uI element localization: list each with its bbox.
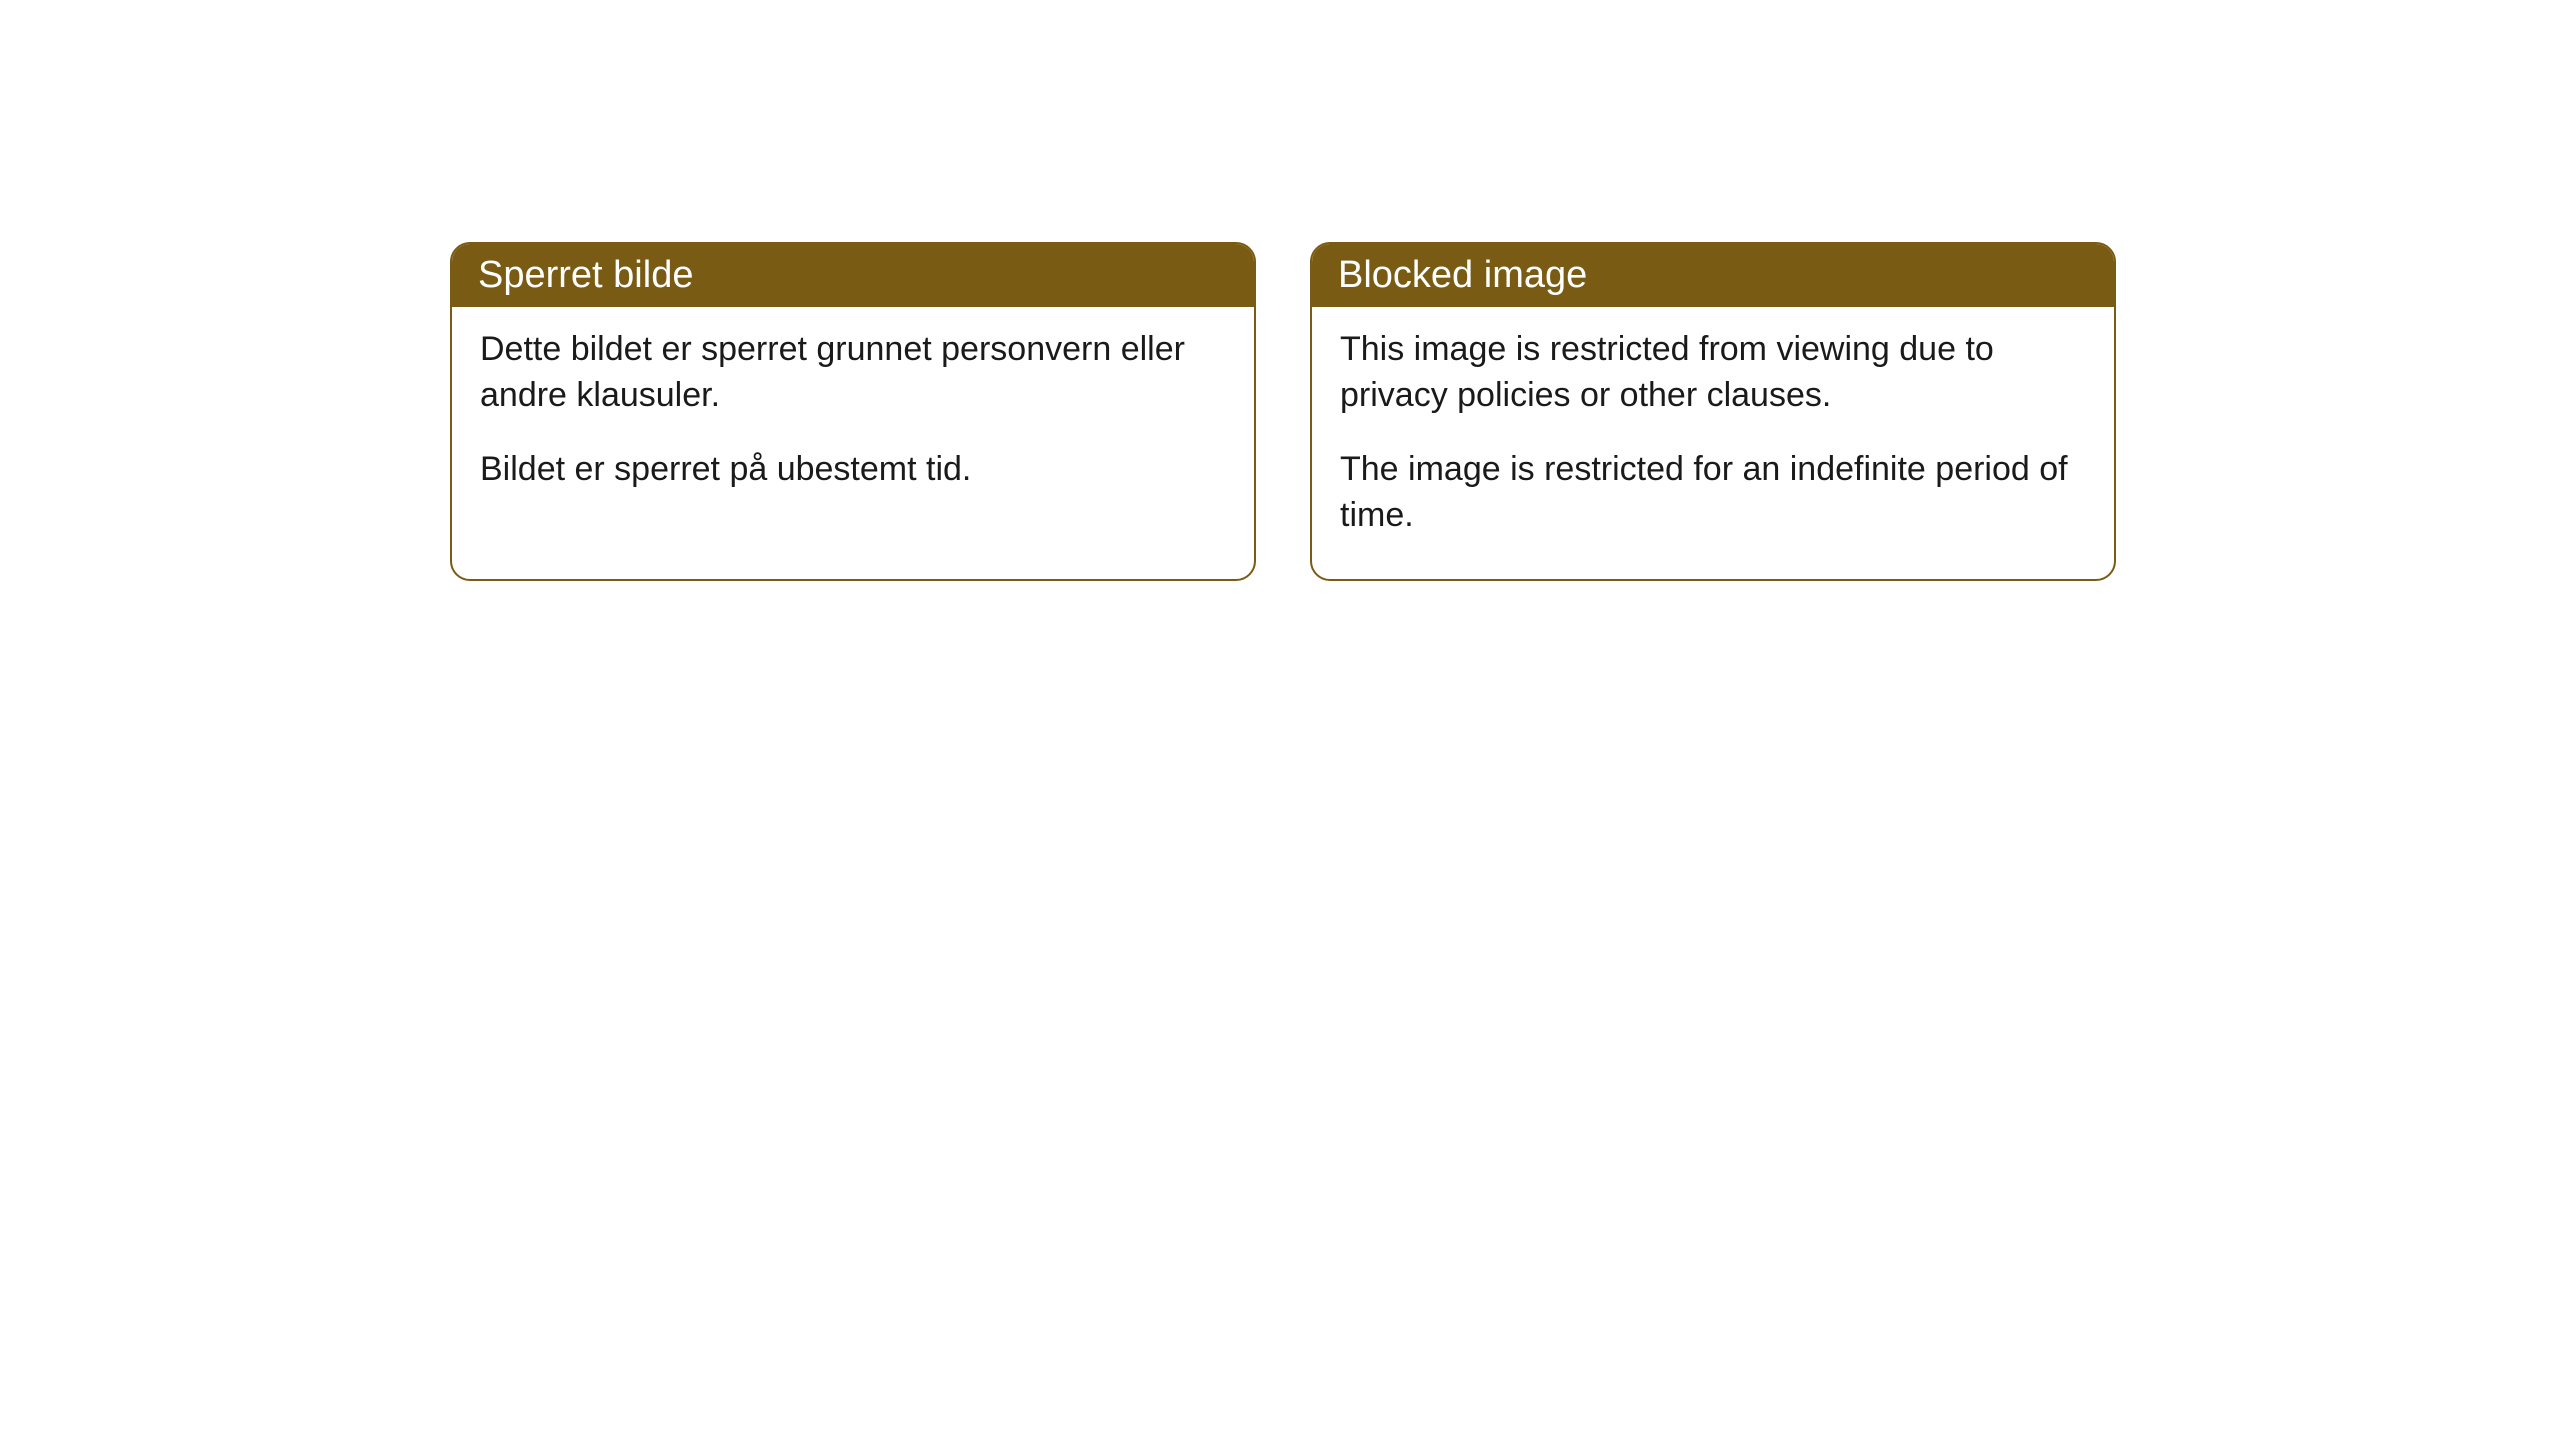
notice-card-english: Blocked image This image is restricted f…	[1310, 242, 2116, 581]
card-header: Blocked image	[1312, 244, 2114, 307]
card-paragraph: Bildet er sperret på ubestemt tid.	[480, 447, 1226, 493]
card-header: Sperret bilde	[452, 244, 1254, 307]
card-body: Dette bildet er sperret grunnet personve…	[452, 307, 1254, 533]
card-paragraph: This image is restricted from viewing du…	[1340, 327, 2086, 419]
card-body: This image is restricted from viewing du…	[1312, 307, 2114, 579]
card-title: Blocked image	[1338, 254, 1587, 296]
notice-card-norwegian: Sperret bilde Dette bildet er sperret gr…	[450, 242, 1256, 581]
card-title: Sperret bilde	[478, 254, 693, 296]
card-paragraph: The image is restricted for an indefinit…	[1340, 447, 2086, 539]
notice-cards-container: Sperret bilde Dette bildet er sperret gr…	[450, 242, 2560, 581]
card-paragraph: Dette bildet er sperret grunnet personve…	[480, 327, 1226, 419]
